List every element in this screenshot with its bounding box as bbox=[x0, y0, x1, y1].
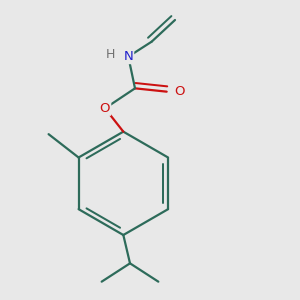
Text: O: O bbox=[174, 85, 184, 98]
Text: N: N bbox=[124, 50, 133, 63]
Text: H: H bbox=[105, 49, 115, 62]
Text: O: O bbox=[100, 102, 110, 115]
